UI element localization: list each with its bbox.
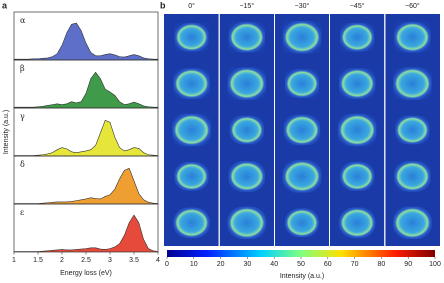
colorbar-tick-label: 20 — [217, 261, 225, 268]
image-tile — [173, 68, 210, 99]
x-tick-label: 4 — [156, 257, 160, 264]
series-label: β — [20, 64, 25, 73]
area-line — [14, 119, 159, 156]
image-tile — [337, 113, 377, 147]
column-header: −30° — [295, 2, 310, 10]
colorbar-label: Intensity (a.u.) — [280, 273, 324, 280]
panel-label: a — [2, 0, 8, 10]
panel-label: b — [160, 0, 166, 10]
image-tile — [282, 20, 322, 54]
image-tile — [395, 115, 430, 145]
image-tile — [338, 207, 376, 239]
column-header: −45° — [350, 2, 365, 10]
x-tick-label: 1.5 — [33, 257, 43, 264]
x-tick-label: 1 — [12, 257, 16, 264]
x-tick-label: 2 — [60, 257, 64, 264]
column-header: −60° — [405, 2, 420, 10]
area-line — [14, 71, 158, 108]
image-tile — [340, 22, 375, 52]
area-line — [14, 22, 158, 60]
image-tile — [174, 162, 209, 191]
image-tile — [393, 206, 432, 240]
colorbar-tick-label: 100 — [429, 261, 441, 268]
series-label: α — [20, 16, 26, 25]
series-label: γ — [20, 112, 25, 121]
image-tile — [172, 113, 211, 147]
image-tile — [393, 67, 432, 100]
y-axis-label: Intensity (a.u.) — [3, 110, 10, 154]
colorbar-tick-label: 10 — [190, 261, 198, 268]
image-tile — [340, 162, 375, 191]
area-fill — [14, 215, 158, 252]
colorbar-tick-label: 0 — [165, 261, 169, 268]
colorbar — [167, 250, 435, 257]
x-axis-label: Energy loss (eV) — [60, 270, 112, 277]
image-tile — [282, 160, 322, 193]
area-fill — [14, 23, 158, 60]
colorbar-tick-label: 60 — [324, 261, 332, 268]
image-tile — [229, 115, 264, 145]
column-header: 0° — [188, 2, 195, 10]
image-tile — [228, 21, 266, 53]
colorbar-tick-label: 90 — [404, 261, 412, 268]
series-label: δ — [20, 160, 25, 169]
series-label: ε — [20, 208, 24, 217]
colorbar-tick-label: 40 — [270, 261, 278, 268]
image-tile — [227, 67, 267, 100]
image-tile — [173, 207, 210, 239]
colorbar-tick-label: 50 — [297, 261, 305, 268]
colorbar-tick-label: 30 — [244, 261, 252, 268]
x-tick-label: 3 — [108, 257, 112, 264]
area-fill — [14, 72, 158, 108]
area-line — [14, 214, 159, 252]
image-tile — [394, 161, 431, 192]
colorbar-tick-label: 80 — [378, 261, 386, 268]
image-tile — [338, 68, 376, 99]
area-fill — [14, 168, 158, 204]
image-tile — [283, 114, 321, 146]
area-fill — [14, 120, 158, 156]
image-tile — [174, 22, 209, 52]
image-tile — [394, 21, 431, 53]
image-tile — [284, 69, 320, 98]
image-tile — [228, 161, 266, 192]
column-header: −15° — [239, 2, 254, 10]
image-tile — [284, 208, 320, 238]
x-tick-label: 3.5 — [129, 257, 139, 264]
colorbar-tick-label: 70 — [351, 261, 359, 268]
image-tile — [227, 206, 267, 240]
x-tick-label: 2.5 — [81, 257, 91, 264]
area-line — [14, 167, 159, 204]
